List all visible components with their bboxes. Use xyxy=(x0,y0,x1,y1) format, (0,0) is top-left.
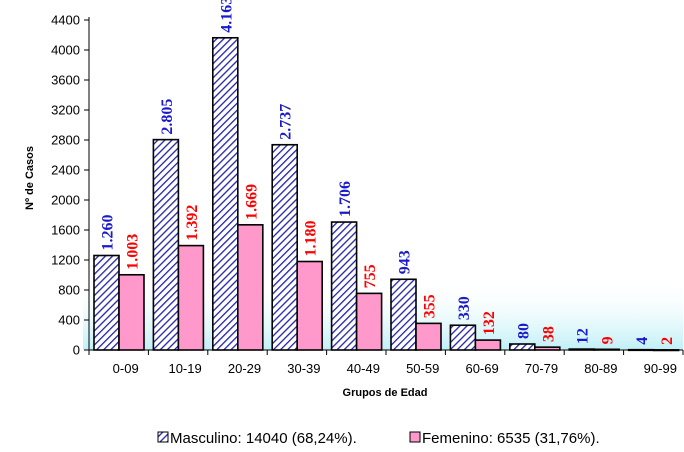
y-tick-label: 3200 xyxy=(51,103,80,118)
x-tick-label: 90-99 xyxy=(644,361,677,376)
x-tick-label: 30-39 xyxy=(287,361,320,376)
y-tick-label: 1600 xyxy=(51,223,80,238)
data-label-femenino: 355 xyxy=(422,294,439,318)
data-label-masculino: 4 xyxy=(634,337,651,345)
bar-masculino xyxy=(152,138,180,351)
bar-femenino xyxy=(118,273,145,351)
bar-masculino xyxy=(627,348,655,352)
x-tick-label: 20-29 xyxy=(228,361,261,376)
legend: Masculino: 14040 (68,24%). Femenino: 653… xyxy=(157,430,600,447)
data-label-femenino: 1.003 xyxy=(125,234,142,270)
y-tick-label: 4400 xyxy=(51,13,80,28)
x-tick-label: 70-79 xyxy=(525,361,558,376)
data-label-masculino: 12 xyxy=(575,328,592,344)
data-label-masculino: 1.260 xyxy=(100,215,117,251)
data-label-femenino: 755 xyxy=(362,264,379,288)
data-label-femenino: 1.392 xyxy=(184,205,201,241)
y-tick-label: 400 xyxy=(58,313,80,328)
x-tick-label: 40-49 xyxy=(347,361,380,376)
data-label-femenino: 132 xyxy=(481,311,498,335)
bar-femenino xyxy=(593,348,621,351)
data-label-masculino: 1.706 xyxy=(337,181,354,217)
bar-masculino xyxy=(449,324,477,351)
x-axis-title: Grupos de Edad xyxy=(343,387,428,399)
data-label-masculino: 2.805 xyxy=(159,99,176,135)
data-label-femenino: 2 xyxy=(659,337,676,345)
y-tick-label: 0 xyxy=(73,343,80,358)
data-label-femenino: 9 xyxy=(600,336,617,344)
bar-masculino xyxy=(93,254,120,351)
bar-femenino xyxy=(296,260,324,351)
bar-femenino xyxy=(652,349,680,352)
y-tick-label: 3600 xyxy=(51,73,80,88)
x-tick-label: 0-09 xyxy=(113,361,139,376)
legend-swatch-femenino xyxy=(409,431,421,443)
y-tick-label: 1200 xyxy=(51,253,80,268)
y-tick-label: 2000 xyxy=(51,193,80,208)
bar-masculino xyxy=(508,343,536,351)
bar-femenino xyxy=(177,244,205,351)
bar-masculino xyxy=(330,221,358,351)
bar-femenino xyxy=(533,346,561,351)
data-label-femenino: 1.669 xyxy=(243,184,260,220)
data-label-femenino: 38 xyxy=(540,326,557,342)
data-label-femenino: 1.180 xyxy=(303,221,320,257)
legend-label-femenino: Femenino: 6535 (31,76%). xyxy=(422,430,600,447)
legend-label-masculino: Masculino: 14040 (68,24%). xyxy=(170,430,357,447)
bar-masculino xyxy=(568,348,596,351)
bar-femenino xyxy=(237,224,264,351)
bar-femenino xyxy=(355,292,383,351)
x-tick-label: 50-59 xyxy=(406,361,439,376)
data-label-masculino: 330 xyxy=(456,296,473,320)
y-tick-label: 2400 xyxy=(51,163,80,178)
bar-masculino xyxy=(212,36,239,351)
y-axis-title: Nº de Casos xyxy=(24,146,36,210)
data-label-masculino: 80 xyxy=(515,323,532,339)
data-label-masculino: 943 xyxy=(397,250,414,274)
bar-masculino xyxy=(271,143,299,351)
data-label-masculino: 2.737 xyxy=(278,104,295,140)
x-tick-label: 10-19 xyxy=(168,361,201,376)
bar-femenino xyxy=(415,322,442,351)
x-tick-label: 60-69 xyxy=(465,361,498,376)
x-tick-label: 80-89 xyxy=(584,361,617,376)
y-tick-label: 800 xyxy=(58,283,80,298)
bar-femenino xyxy=(474,339,502,351)
y-tick-label: 2800 xyxy=(51,133,80,148)
y-tick-label: 4000 xyxy=(51,43,80,58)
data-label-masculino: 4.163 xyxy=(218,0,235,33)
legend-swatch-masculino xyxy=(157,431,169,443)
bar-masculino xyxy=(390,278,417,351)
